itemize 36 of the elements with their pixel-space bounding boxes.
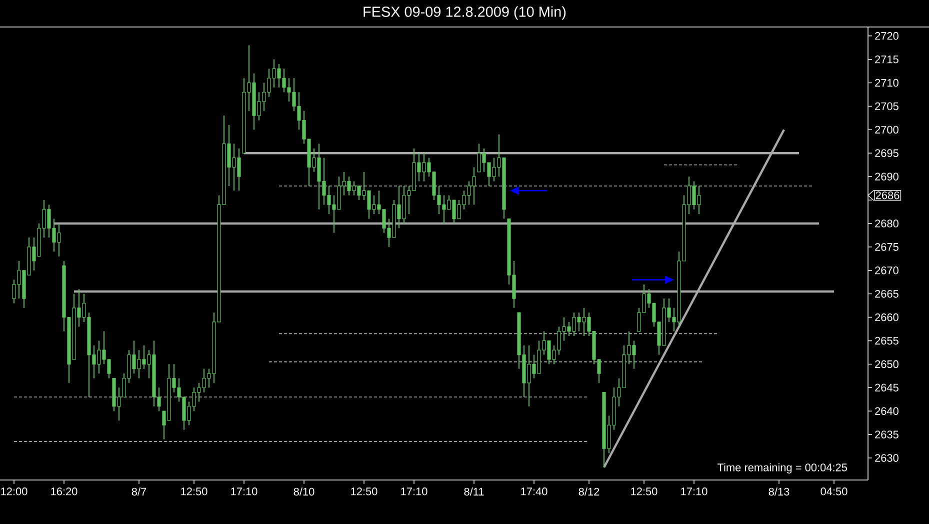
y-tick-label: 2645 <box>875 384 898 392</box>
x-tick-label: 12:50 <box>631 488 658 496</box>
x-tick-label: 12:00 <box>1 488 28 496</box>
y-tick-label: 2660 <box>875 313 898 322</box>
x-tick-label: 17:40 <box>521 488 548 496</box>
chart-title: FESX 09-09 12.8.2009 (10 Min) <box>364 6 566 20</box>
y-tick-label: 2630 <box>875 454 898 462</box>
x-tick-label: 04:50 <box>820 488 848 496</box>
x-tick-label: 12:50 <box>181 488 208 496</box>
x-tick-label: 17:10 <box>401 488 428 496</box>
x-tick-label: 17:10 <box>231 488 258 496</box>
y-tick-label: 2675 <box>875 243 898 251</box>
y-tick-label: 2720 <box>875 32 898 40</box>
y-tick-label: 2680 <box>875 220 898 228</box>
x-tick-label: 8/12 <box>578 488 600 496</box>
x-tick-label: 8/7 <box>132 488 146 496</box>
y-tick-label: 2710 <box>875 78 898 87</box>
y-tick-label: 2665 <box>875 290 898 298</box>
y-tick-label: 2690 <box>875 172 898 180</box>
x-tick-label: 17:10 <box>681 488 708 496</box>
x-tick-label: 16:20 <box>51 488 78 496</box>
y-tick-label: 2700 <box>875 126 898 134</box>
y-tick-label: 2655 <box>875 336 898 345</box>
y-tick-label: 2640 <box>875 407 898 415</box>
y-tick-label: 2715 <box>875 55 898 64</box>
annotation: Time remaining = 00:04:25 <box>717 463 847 474</box>
y-tick-label: 2650 <box>875 360 898 368</box>
x-tick-label: 8/10 <box>294 488 314 496</box>
y-tick-label: 2695 <box>875 149 898 158</box>
text: 2686 <box>876 191 900 200</box>
y-tick-label: 2705 <box>875 102 898 110</box>
x-tick-label: 12:50 <box>351 488 378 496</box>
x-tick-label: 8/11 <box>464 488 484 496</box>
y-tick-label: 2635 <box>875 430 898 438</box>
y-tick-label: 2670 <box>875 266 898 274</box>
x-tick-label: 8/13 <box>768 488 790 496</box>
